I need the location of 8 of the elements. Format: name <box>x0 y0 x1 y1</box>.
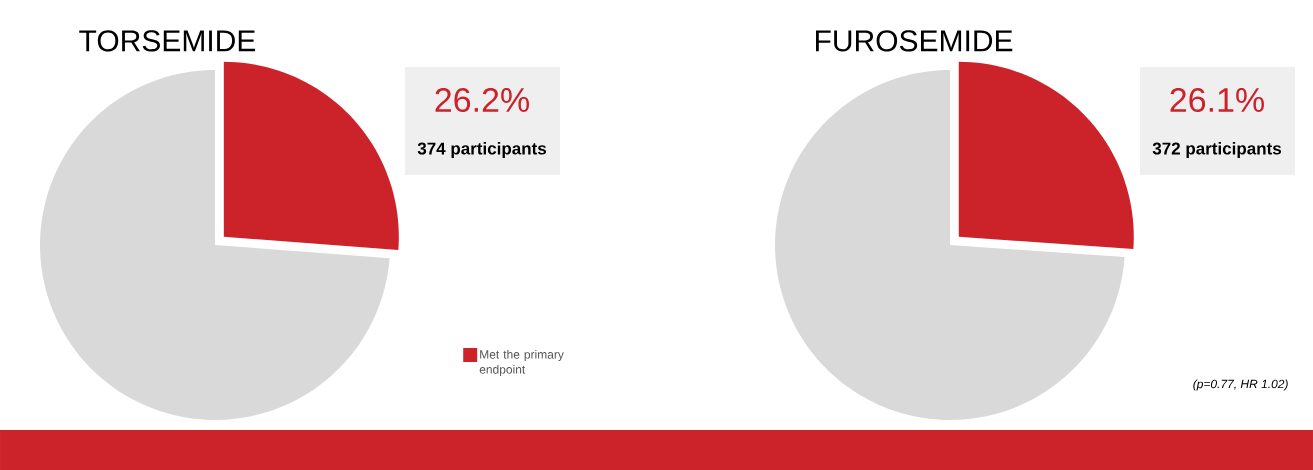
chart-title: TORSEMIDE <box>79 30 256 52</box>
text: (p=0.77, HR 1.02) <box>1193 379 1288 391</box>
chart-title: FUROSEMIDE <box>816 30 1013 52</box>
text: 374 participants <box>417 142 547 158</box>
data-label: 26.2% <box>435 87 529 113</box>
text: 372 participants <box>1152 142 1281 158</box>
legend-label: Met the primary endpoint <box>479 349 564 377</box>
data-label: 26.1% <box>1170 87 1264 113</box>
